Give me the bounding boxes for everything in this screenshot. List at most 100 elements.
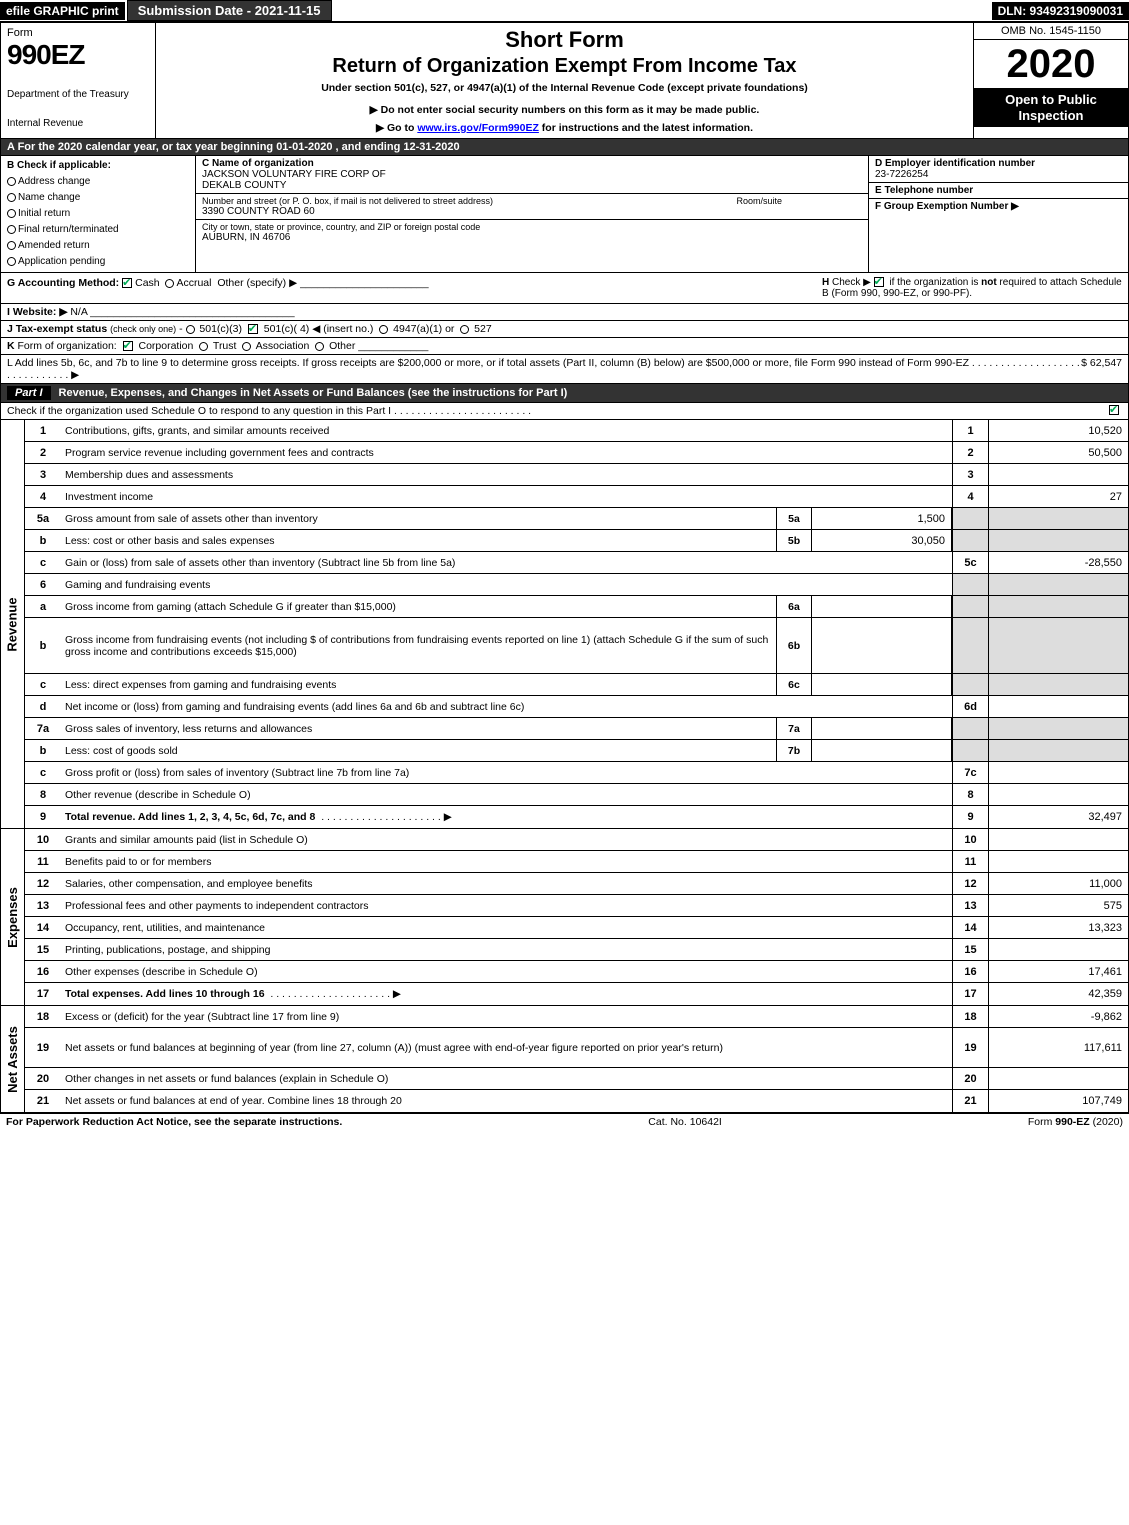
top-bar: efile GRAPHIC print Submission Date - 20… [0,0,1129,22]
website-value: N/A [70,306,87,318]
line-4: 4Investment income427 [25,486,1128,508]
row-g-h: G Accounting Method: Cash Accrual Other … [0,273,1129,304]
city-label: City or town, state or province, country… [202,222,480,232]
row-i-website: I Website: ▶ N/A _______________________… [0,304,1129,321]
form-label: Form [7,27,149,39]
footer-left: For Paperwork Reduction Act Notice, see … [6,1116,342,1128]
check-trust[interactable] [199,342,208,351]
line-2: 2Program service revenue including gover… [25,442,1128,464]
expenses-table: 10Grants and similar amounts paid (list … [25,829,1128,1005]
h-text: H Check ▶ if the organization is not req… [822,277,1122,299]
check-accrual[interactable] [165,279,174,288]
e-label: E Telephone number [875,185,1122,196]
line-12: 12Salaries, other compensation, and empl… [25,873,1128,895]
side-netassets: Net Assets [1,1006,25,1112]
line-13: 13Professional fees and other payments t… [25,895,1128,917]
l-amount: $ 62,547 [1081,357,1122,381]
check-assoc[interactable] [242,342,251,351]
ssn-notice: ▶ Do not enter social security numbers o… [166,104,963,116]
check-amended-return[interactable]: Amended return [7,238,189,254]
check-schedule-b[interactable] [874,277,884,287]
check-4947[interactable] [379,325,388,334]
check-final-return[interactable]: Final return/terminated [7,222,189,238]
section-b: B Check if applicable: Address change Na… [0,156,1129,273]
street-address: 3390 COUNTY ROAD 60 [202,206,736,217]
website-label: I Website: ▶ [7,306,67,318]
ein: 23-7226254 [875,169,1122,180]
city-state-zip: AUBURN, IN 46706 [202,232,290,243]
dept-treasury: Department of the Treasury [7,89,149,100]
row-a-period: A For the 2020 calendar year, or tax yea… [0,139,1129,156]
line-10: 10Grants and similar amounts paid (list … [25,829,1128,851]
form-header: Form 990EZ Department of the Treasury In… [0,22,1129,139]
check-name-change[interactable]: Name change [7,190,189,206]
line-6a: aGross income from gaming (attach Schedu… [25,596,1128,618]
netassets-block: Net Assets 18Excess or (deficit) for the… [0,1006,1129,1113]
header-center: Short Form Return of Organization Exempt… [156,23,973,138]
line-16: 16Other expenses (describe in Schedule O… [25,961,1128,983]
room-label: Room/suite [736,196,862,217]
efile-label[interactable]: efile GRAPHIC print [0,2,125,20]
line-6c: cLess: direct expenses from gaming and f… [25,674,1128,696]
line-7a: 7aGross sales of inventory, less returns… [25,718,1128,740]
dln: DLN: 93492319090031 [992,2,1129,20]
check-application-pending[interactable]: Application pending [7,254,189,270]
under-section: Under section 501(c), 527, or 4947(a)(1)… [166,82,963,94]
row-l-gross-receipts: L Add lines 5b, 6c, and 7b to line 9 to … [0,355,1129,384]
netassets-table: 18Excess or (deficit) for the year (Subt… [25,1006,1128,1112]
check-other-org[interactable] [315,342,324,351]
part1-title: Revenue, Expenses, and Changes in Net As… [59,387,568,399]
dept-irs: Internal Revenue [7,118,149,129]
line-19: 19Net assets or fund balances at beginni… [25,1028,1128,1068]
line-6b: bGross income from fundraising events (n… [25,618,1128,674]
footer-right: Form 990-EZ (2020) [1028,1116,1123,1128]
header-left: Form 990EZ Department of the Treasury In… [1,23,156,138]
check-527[interactable] [460,325,469,334]
check-501c[interactable] [248,324,258,334]
footer-center: Cat. No. 10642I [648,1116,722,1128]
line-7c: cGross profit or (loss) from sales of in… [25,762,1128,784]
tax-year: 2020 [974,40,1128,88]
addr-label: Number and street (or P. O. box, if mail… [202,196,736,206]
line-5c: cGain or (loss) from sale of assets othe… [25,552,1128,574]
part1-num: Part I [7,386,51,400]
revenue-block: Revenue 1Contributions, gifts, grants, a… [0,420,1129,829]
part1-sub-text: Check if the organization used Schedule … [7,405,1109,417]
goto-link-row: ▶ Go to www.irs.gov/Form990EZ for instru… [166,122,963,134]
org-name-1: JACKSON VOLUNTARY FIRE CORP OF [202,169,386,180]
check-column: B Check if applicable: Address change Na… [1,156,196,272]
info-column: C Name of organization JACKSON VOLUNTARY… [196,156,868,272]
submission-date: Submission Date - 2021-11-15 [127,0,332,21]
line-3: 3Membership dues and assessments3 [25,464,1128,486]
line-21: 21Net assets or fund balances at end of … [25,1090,1128,1112]
side-revenue: Revenue [1,420,25,828]
line-9: 9Total revenue. Add lines 1, 2, 3, 4, 5c… [25,806,1128,828]
side-expenses: Expenses [1,829,25,1005]
line-8: 8Other revenue (describe in Schedule O)8 [25,784,1128,806]
check-corp[interactable] [123,341,133,351]
right-column: D Employer identification number 23-7226… [868,156,1128,272]
line-15: 15Printing, publications, postage, and s… [25,939,1128,961]
org-name-2: DEKALB COUNTY [202,180,286,191]
checkb-header: B Check if applicable: [7,158,189,174]
f-label: F Group Exemption Number ▶ [875,201,1122,212]
check-cash[interactable] [122,278,132,288]
d-label: D Employer identification number [875,158,1122,169]
part1-sub: Check if the organization used Schedule … [0,403,1129,420]
check-schedule-o[interactable] [1109,405,1119,415]
line-20: 20Other changes in net assets or fund ba… [25,1068,1128,1090]
irs-link[interactable]: www.irs.gov/Form990EZ [417,122,539,134]
other-label: Other (specify) ▶ [217,277,297,289]
check-501c3[interactable] [186,325,195,334]
c-label: C Name of organization [202,158,314,169]
row-j-tax-status: J Tax-exempt status (check only one) - 5… [0,321,1129,338]
accrual-label: Accrual [176,277,211,289]
short-form-title: Short Form [166,27,963,53]
line-17: 17Total expenses. Add lines 10 through 1… [25,983,1128,1005]
line-18: 18Excess or (deficit) for the year (Subt… [25,1006,1128,1028]
goto-post: for instructions and the latest informat… [539,122,753,134]
check-initial-return[interactable]: Initial return [7,206,189,222]
row-k-org-form: K Form of organization: Corporation Trus… [0,338,1129,355]
part1-header: Part I Revenue, Expenses, and Changes in… [0,384,1129,403]
check-address-change[interactable]: Address change [7,174,189,190]
